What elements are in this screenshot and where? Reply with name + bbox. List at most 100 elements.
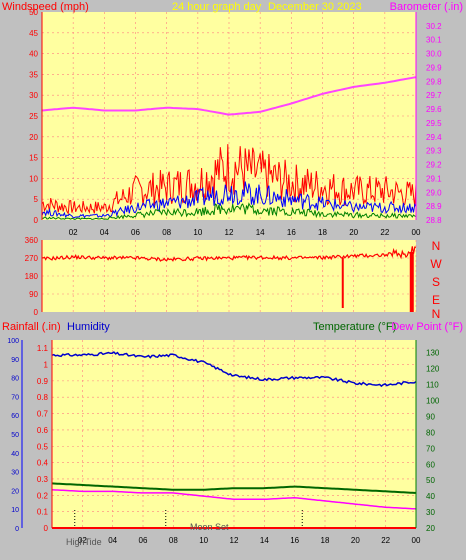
baro-tick-29.3: 29.3: [426, 147, 442, 156]
wind-gust-line: [41, 144, 417, 215]
bottom-hour-tick-12: 12: [230, 536, 239, 545]
humidity-tick-70: 70: [11, 394, 19, 401]
bottom-hour-tick-02: 02: [78, 536, 87, 545]
baro-tick-28.9: 28.9: [426, 202, 442, 211]
bottom-hour-tick-22: 22: [381, 536, 390, 545]
rain-tick-0.1: 0.1: [37, 508, 49, 517]
rain-tick-0.7: 0.7: [37, 410, 49, 419]
wind-tick-35: 35: [29, 70, 38, 79]
baro-tick-29.8: 29.8: [426, 77, 442, 86]
hour-tick-18: 18: [318, 228, 327, 237]
baro-tick-30.2: 30.2: [426, 22, 442, 31]
wind-axis-ticks: 0 5 10 15 20 25 30 35 40 45 50: [29, 8, 38, 225]
bottom-hour-tick-06: 06: [139, 536, 148, 545]
temp-humidity-grid: [52, 340, 417, 528]
temperature-tick-70: 70: [426, 444, 435, 453]
compass-s: S: [432, 275, 440, 289]
rain-tick-0: 0: [44, 524, 49, 533]
dewpoint-line: [51, 489, 417, 510]
rain-tick-1.1: 1.1: [37, 344, 49, 353]
wind-tick-40: 40: [29, 50, 38, 59]
wind-direction-line: [41, 246, 417, 262]
hour-tick-10: 10: [193, 228, 202, 237]
direction-tick-0: 0: [34, 308, 39, 317]
hour-tick-04: 04: [100, 228, 109, 237]
wind-tick-20: 20: [29, 133, 38, 142]
humidity-tick-60: 60: [11, 413, 19, 420]
bottom-hour-tick-14: 14: [260, 536, 269, 545]
temperature-tick-30: 30: [426, 508, 435, 517]
direction-grid: [42, 240, 417, 312]
temperature-tick-50: 50: [426, 476, 435, 485]
temperature-axis-ticks: 20 30 40 50 60 70 80 90 100 110 120 130: [426, 349, 440, 533]
baro-tick-29.2: 29.2: [426, 161, 442, 170]
humidity-axis-ticks: 0 10 20 30 40 50 60 70 80 90 100: [7, 338, 19, 533]
wind-low-line: [41, 202, 417, 220]
baro-tick-29.0: 29.0: [426, 188, 442, 197]
graph-title: 24 hour graph day: [172, 1, 262, 13]
bottom-hour-tick-10: 10: [199, 536, 208, 545]
humidity-tick-20: 20: [11, 488, 19, 495]
direction-axis-ticks: 0 90 180 270 360: [25, 236, 39, 317]
hour-tick-06: 06: [131, 228, 140, 237]
humidity-tick-10: 10: [11, 507, 19, 514]
direction-tick-270: 270: [25, 254, 39, 263]
bottom-hour-tick-20: 20: [351, 536, 360, 545]
rain-tick-0.6: 0.6: [37, 426, 49, 435]
wind-tick-10: 10: [29, 174, 38, 183]
dewpoint-label: Dew Point (°F): [391, 321, 463, 333]
bottom-hour-tick-00: 00: [412, 536, 421, 545]
wind-tick-50: 50: [29, 8, 38, 17]
wind-baro-series: [41, 76, 417, 220]
hour-axis-ticks: 02 04 06 08 10 12 14 16 18 20 22 00: [69, 228, 421, 237]
compass-e: E: [432, 293, 440, 307]
temperature-tick-60: 60: [426, 460, 435, 469]
direction-series: [41, 246, 417, 312]
wind-average-line: [41, 181, 417, 219]
hour-tick-12: 12: [225, 228, 234, 237]
baro-tick-29.5: 29.5: [426, 119, 442, 128]
temperature-line: [51, 482, 416, 494]
temp-humidity-series: [51, 351, 417, 529]
baro-tick-29.1: 29.1: [426, 174, 442, 183]
temperature-tick-80: 80: [426, 428, 435, 437]
temperature-tick-110: 110: [426, 381, 439, 390]
humidity-tick-0: 0: [15, 526, 19, 533]
temperature-tick-20: 20: [426, 524, 435, 533]
baro-tick-28.8: 28.8: [426, 216, 442, 225]
rain-tick-0.8: 0.8: [37, 393, 49, 402]
hour-tick-08: 08: [162, 228, 171, 237]
compass-n-bottom: N: [432, 307, 441, 321]
barometer-line: [41, 76, 417, 116]
hour-tick-16: 16: [287, 228, 296, 237]
wind-baro-panel: 0 5 10 15 20 25 30 35 40 45 50 28.8 28.9 29.0 29.1 29.…: [2, 1, 463, 237]
humidity-tick-90: 90: [11, 357, 19, 364]
bottom-hour-tick-08: 08: [169, 536, 178, 545]
rain-tick-0.2: 0.2: [37, 491, 49, 500]
rain-tick-0.3: 0.3: [37, 475, 49, 484]
temperature-tick-130: 130: [426, 349, 440, 358]
bottom-hour-tick-18: 18: [321, 536, 330, 545]
baro-tick-29.9: 29.9: [426, 63, 442, 72]
hour-tick-14: 14: [256, 228, 265, 237]
compass-n-top: N: [432, 239, 441, 253]
direction-panel: 0 90 180 270 360 N W S E N: [25, 236, 443, 321]
baro-tick-29.4: 29.4: [426, 133, 442, 142]
hour-tick-22: 22: [380, 228, 389, 237]
humidity-line: [51, 351, 417, 388]
direction-tick-90: 90: [29, 290, 38, 299]
bottom-hour-tick-04: 04: [108, 536, 117, 545]
astro-markers: [74, 510, 303, 528]
hour-tick-00: 00: [412, 228, 421, 237]
temperature-tick-120: 120: [426, 365, 440, 374]
baro-tick-29.6: 29.6: [426, 105, 442, 114]
temperature-tick-40: 40: [426, 492, 435, 501]
wind-tick-30: 30: [29, 91, 38, 100]
direction-tick-360: 360: [25, 236, 39, 245]
hour-tick-02: 02: [69, 228, 78, 237]
humidity-tick-40: 40: [11, 451, 19, 458]
humidity-tick-100: 100: [7, 338, 19, 345]
moon-set-label: Moon Set: [190, 522, 229, 532]
